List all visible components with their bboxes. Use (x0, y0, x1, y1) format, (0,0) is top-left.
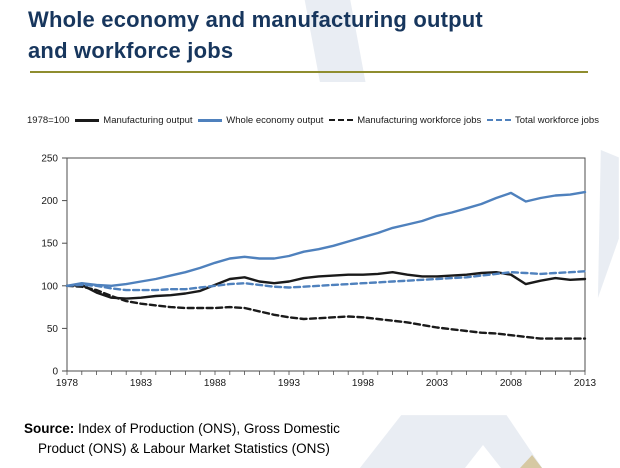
series-line-whole-economy-output (65, 190, 587, 288)
y-tick-label: 0 (52, 367, 58, 378)
y-tick-label: 150 (41, 239, 58, 250)
y-tick-label: 50 (47, 324, 59, 335)
x-tick-label: 2003 (426, 378, 449, 389)
x-tick-label: 2008 (500, 378, 523, 389)
legend-label: Whole economy output (226, 114, 324, 126)
source-text1: Index of Production (ONS), Gross Domesti… (74, 421, 340, 436)
y-tick-label: 250 (41, 154, 58, 165)
chart-legend: 1978=100 Manufacturing output Whole econo… (27, 112, 599, 128)
page-title: Whole economy and manufacturing output a… (28, 4, 588, 66)
legend-item: Manufacturing workforce jobs (329, 115, 481, 126)
legend-item: Total workforce jobs (487, 115, 599, 126)
page-title-line1: Whole economy and manufacturing output (28, 7, 483, 32)
y-tick-label: 200 (41, 196, 58, 207)
x-tick-label: 1988 (204, 378, 227, 389)
page-title-line2: and workforce jobs (28, 38, 234, 63)
solid-line-swatch-icon (198, 118, 223, 122)
series-line-manufacturing-workforce-jobs (65, 284, 587, 340)
plot-frame (66, 157, 586, 372)
legend-label: Manufacturing output (103, 114, 193, 126)
chart-svg: 0 50 100 150 200 250 1978 1983 1988 1993 1998 2003 2… (41, 154, 597, 390)
legend-item: Manufacturing output (75, 114, 193, 126)
source-label: Source: (24, 421, 75, 436)
legend-item: Whole economy output (198, 115, 323, 126)
dashed-line-swatch-icon (329, 119, 354, 121)
x-tick-label: 2013 (574, 378, 597, 389)
title-divider (30, 71, 588, 73)
axis-unit-note: 1978=100 (27, 114, 70, 126)
x-tick-label: 1978 (56, 378, 79, 389)
source-line2: Product (ONS) & Labour Market Statistics… (38, 441, 330, 456)
series-line-total-workforce-jobs (65, 270, 587, 292)
line-chart: 0 50 100 150 200 250 1978 1983 1988 1993 1998 2003 2… (0, 148, 620, 394)
x-tick-label: 1983 (130, 378, 153, 389)
source-line1: Source: Index of Production (ONS), Gross… (24, 419, 444, 439)
solid-line-swatch-icon (75, 118, 100, 122)
x-tick-label: 1993 (278, 378, 301, 389)
dashed-line-swatch-icon (487, 119, 512, 121)
source-note: Source: Index of Production (ONS), Gross… (24, 419, 444, 459)
legend-label: Manufacturing workforce jobs (357, 114, 482, 126)
legend-label: Total workforce jobs (515, 114, 599, 126)
y-tick-label: 100 (41, 281, 58, 292)
x-tick-label: 1998 (352, 378, 375, 389)
